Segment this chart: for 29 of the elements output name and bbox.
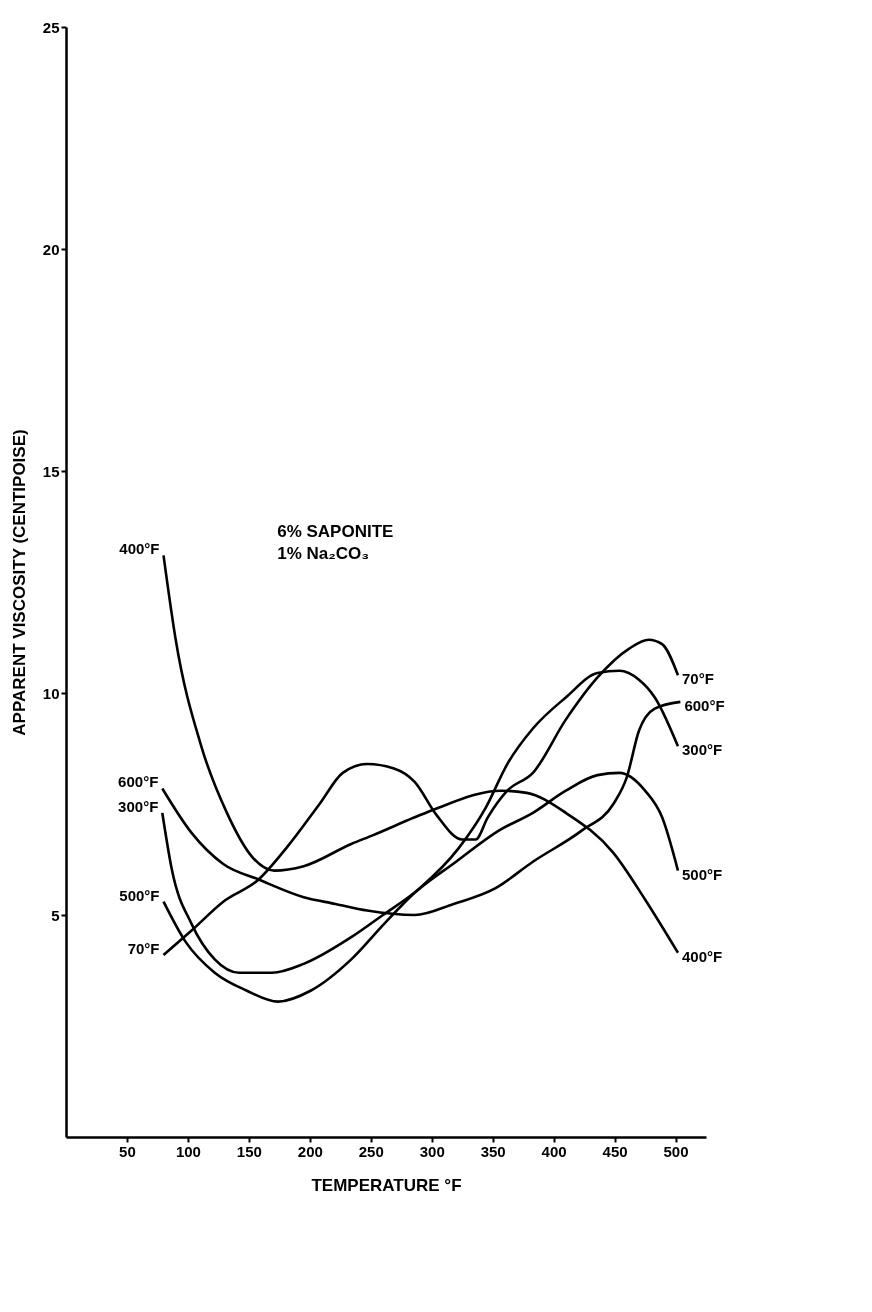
text: 400°F [681,947,723,965]
series-label: 400°F [119,540,160,558]
x-tick-label: 350 [480,1142,506,1160]
x-tick-label: 200 [297,1142,323,1160]
text: 70°F [681,670,714,688]
annotation: 1% Na₂CO₃ [277,544,370,564]
y-tick-label: 10 [42,684,60,702]
y-tick-label: 15 [42,462,60,480]
text: 600°F [684,696,725,714]
y-tick-label: 25 [42,18,60,36]
x-tick-label: 250 [358,1142,384,1160]
x-tick-label: 300 [419,1142,445,1160]
x-tick-label: 100 [175,1142,201,1160]
series-label: 300°F [118,797,159,815]
x-tick-label: 500 [663,1142,689,1160]
text: 500°F [681,865,723,883]
annotation: 6% SAPONITE [277,522,394,542]
series-label: 600°F [118,773,159,791]
x-axis-title: TEMPERATURE °F [311,1175,462,1195]
y-axis-title: APPARENT VISCOSITY (CENTIPOISE) [9,429,29,736]
series-label: 500°F [119,886,160,904]
y-tick-label: 20 [42,240,60,258]
y-tick-label: 5 [51,906,60,924]
text: 300°F [681,741,723,759]
x-tick-label: 50 [119,1142,136,1160]
x-tick-label: 150 [236,1142,262,1160]
series-label: 70°F [127,939,160,957]
x-tick-label: 450 [602,1142,628,1160]
x-tick-label: 400 [541,1142,567,1160]
